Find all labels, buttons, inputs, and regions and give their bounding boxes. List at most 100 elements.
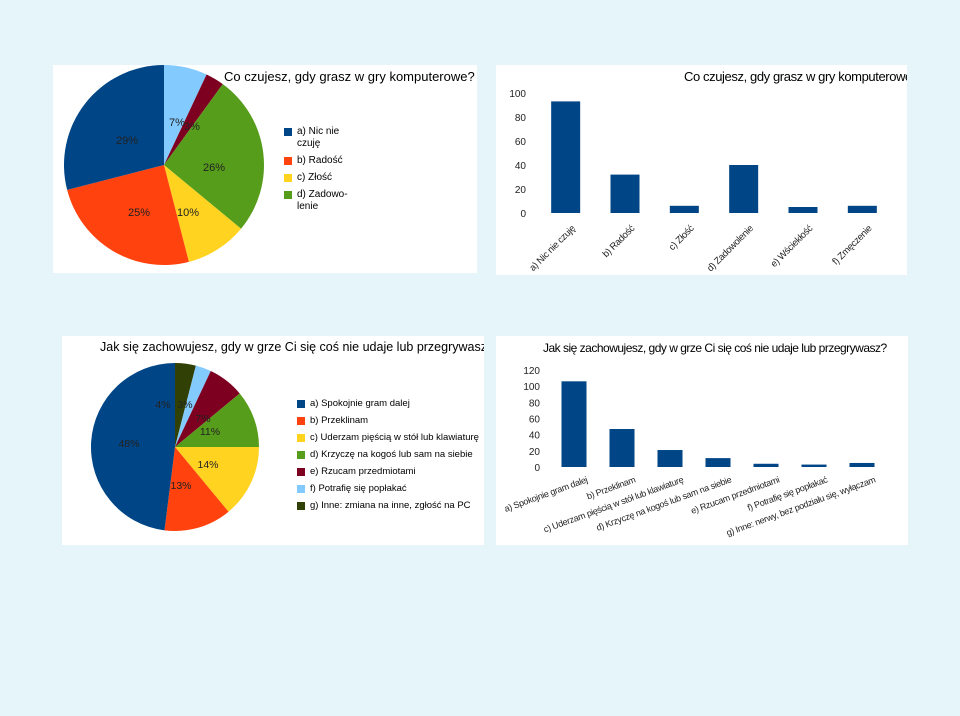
legend-item: a) Spokojnie gram dalej	[297, 398, 482, 410]
bar	[610, 174, 640, 213]
legend-label: c) Uderzam pięścią w stół lub klawiaturę	[310, 432, 479, 443]
pie-slice	[175, 393, 259, 447]
bar-chart-feelings-panel: 0 20 40 60 80 100 a) Nic nie czuję b) Radość c) …	[496, 65, 907, 275]
pie-slice	[164, 447, 229, 532]
legend-label: a) Nic nie czuję	[297, 126, 340, 149]
pie-chart-behaviour-panel: 48% 13% 14% 11% 7% 3% 4% Jak się zachowujesz, …	[62, 336, 484, 545]
pie-value-label: 7%	[169, 117, 185, 129]
x-tick-label: a) Nic nie czuję	[527, 223, 577, 273]
bar	[801, 464, 827, 467]
bar	[705, 458, 731, 467]
pie-chart-behaviour: 48% 13% 14% 11%7%3% 4%	[90, 363, 259, 532]
legend-item: f) Potrafię się popłakać	[297, 483, 482, 495]
legend-label: f) Potrafię się popłakać	[310, 483, 407, 494]
x-tick-label: c) Złość	[667, 223, 697, 253]
bar-chart-feelings: 0 20 40 60 80 100 a) Nic nie czuję b) Radość c) …	[509, 89, 877, 274]
pie-slice	[175, 365, 211, 447]
pie-slice	[164, 74, 223, 165]
x-tick-label: a) Spokojnie gram dalej	[503, 474, 589, 513]
legend-item: d) Zadowo- lenie	[284, 189, 364, 213]
pie-chart-behaviour-title: Jak się zachowujesz, gdy w grze Ci się c…	[100, 340, 484, 354]
legend-item: b) Przeklinam	[297, 415, 482, 427]
bar	[551, 101, 581, 213]
y-tick-label: 60	[515, 137, 527, 148]
legend-swatch	[284, 157, 292, 165]
bar	[753, 463, 779, 467]
pie-value-label: 26%	[203, 162, 225, 174]
pie-slice	[63, 65, 164, 190]
pie-value-label: 48%	[118, 438, 139, 450]
legend-swatch	[284, 191, 292, 199]
pie-chart-feelings-panel: 29% 25% 10% 26% 3% 7% Co czujesz, gdy grasz w…	[53, 65, 477, 273]
legend-swatch	[297, 485, 305, 493]
pie-slice	[90, 363, 175, 531]
pie-value-label: 10%	[177, 207, 199, 219]
legend-item: e) Rzucam przedmiotami	[297, 466, 482, 478]
pie-value-label: 29%	[116, 135, 138, 147]
pie-value-label: 3%	[184, 121, 200, 133]
bar-chart-behaviour-title: Jak się zachowujesz, gdy w grze Ci się c…	[543, 341, 887, 355]
legend-item: b) Radość	[284, 155, 364, 167]
pie-slice	[164, 65, 207, 165]
bar	[788, 207, 818, 213]
pie-value-label: 25%	[128, 207, 150, 219]
pie-chart-feelings-legend: a) Nic nie czuję b) Radość c) Złość d) Zado…	[284, 126, 364, 218]
x-tick-label: b) Radość	[601, 223, 638, 260]
bar	[849, 462, 875, 467]
bar	[669, 205, 699, 213]
legend-label: d) Krzyczę na kogoś lub sam na siebie	[310, 449, 473, 460]
pie-value-label: 4%	[155, 399, 170, 411]
y-tick-label: 100	[509, 89, 526, 100]
x-tick-label: e) Wściekłość	[769, 223, 816, 270]
legend-swatch	[297, 451, 305, 459]
y-tick-label: 40	[515, 161, 527, 172]
legend-swatch	[284, 174, 292, 182]
pie-value-label: 3%	[177, 399, 192, 411]
pie-slice	[164, 165, 242, 262]
x-tick-label: d) Zadowolenie	[705, 223, 756, 274]
legend-swatch	[297, 468, 305, 476]
legend-item: c) Uderzam pięścią w stół lub klawiaturę	[297, 432, 482, 444]
bar	[561, 381, 587, 467]
legend-label: c) Złość	[297, 172, 332, 183]
pie-value-label: 13%	[170, 480, 191, 492]
pie-value-label: 11%	[200, 426, 220, 438]
bar	[609, 429, 635, 467]
legend-swatch	[297, 400, 305, 408]
bar-chart-behaviour-panel: 0 20 40 60 80 100 120 a) Spokojnie gram dalej b)…	[496, 336, 908, 545]
legend-label: d) Zadowo- lenie	[297, 189, 348, 212]
y-tick-label: 60	[529, 415, 541, 426]
legend-label: a) Spokojnie gram dalej	[310, 398, 410, 409]
y-tick-label: 20	[529, 447, 541, 458]
legend-swatch	[297, 434, 305, 442]
bar-chart-feelings-title: Co czujesz, gdy grasz w gry komputerowe?	[684, 69, 907, 84]
legend-item: c) Złość	[284, 172, 364, 184]
legend-swatch	[297, 417, 305, 425]
pie-chart-feelings: 29% 25% 10% 26% 3%7%	[63, 65, 264, 266]
x-tick-label: f) Zmęczenie	[830, 223, 874, 267]
legend-swatch	[284, 128, 292, 136]
legend-item: g) Inne: zmiana na inne, zgłość na PC	[297, 500, 482, 512]
y-tick-label: 20	[515, 185, 527, 196]
y-tick-label: 120	[523, 366, 540, 377]
pie-chart-behaviour-legend: a) Spokojnie gram dalej b) Przeklinam c) U…	[297, 398, 482, 517]
y-tick-label: 0	[534, 463, 540, 474]
pie-slice	[175, 363, 196, 447]
pie-slice	[175, 370, 240, 447]
legend-item: a) Nic nie czuję	[284, 126, 364, 150]
pie-value-label: 7%	[195, 413, 210, 425]
pie-slice	[175, 447, 259, 512]
legend-label: e) Rzucam przedmiotami	[310, 466, 416, 477]
pie-slice	[67, 165, 189, 266]
bar	[657, 450, 683, 467]
pie-chart-feelings-title: Co czujesz, gdy grasz w gry komputerowe?	[224, 69, 475, 84]
y-tick-label: 0	[520, 209, 526, 220]
y-tick-label: 40	[529, 431, 541, 442]
bar	[847, 205, 877, 213]
bar	[729, 165, 759, 213]
legend-item: d) Krzyczę na kogoś lub sam na siebie	[297, 449, 482, 461]
legend-label: b) Radość	[297, 155, 343, 166]
legend-swatch	[297, 502, 305, 510]
pie-value-label: 14%	[197, 459, 218, 471]
